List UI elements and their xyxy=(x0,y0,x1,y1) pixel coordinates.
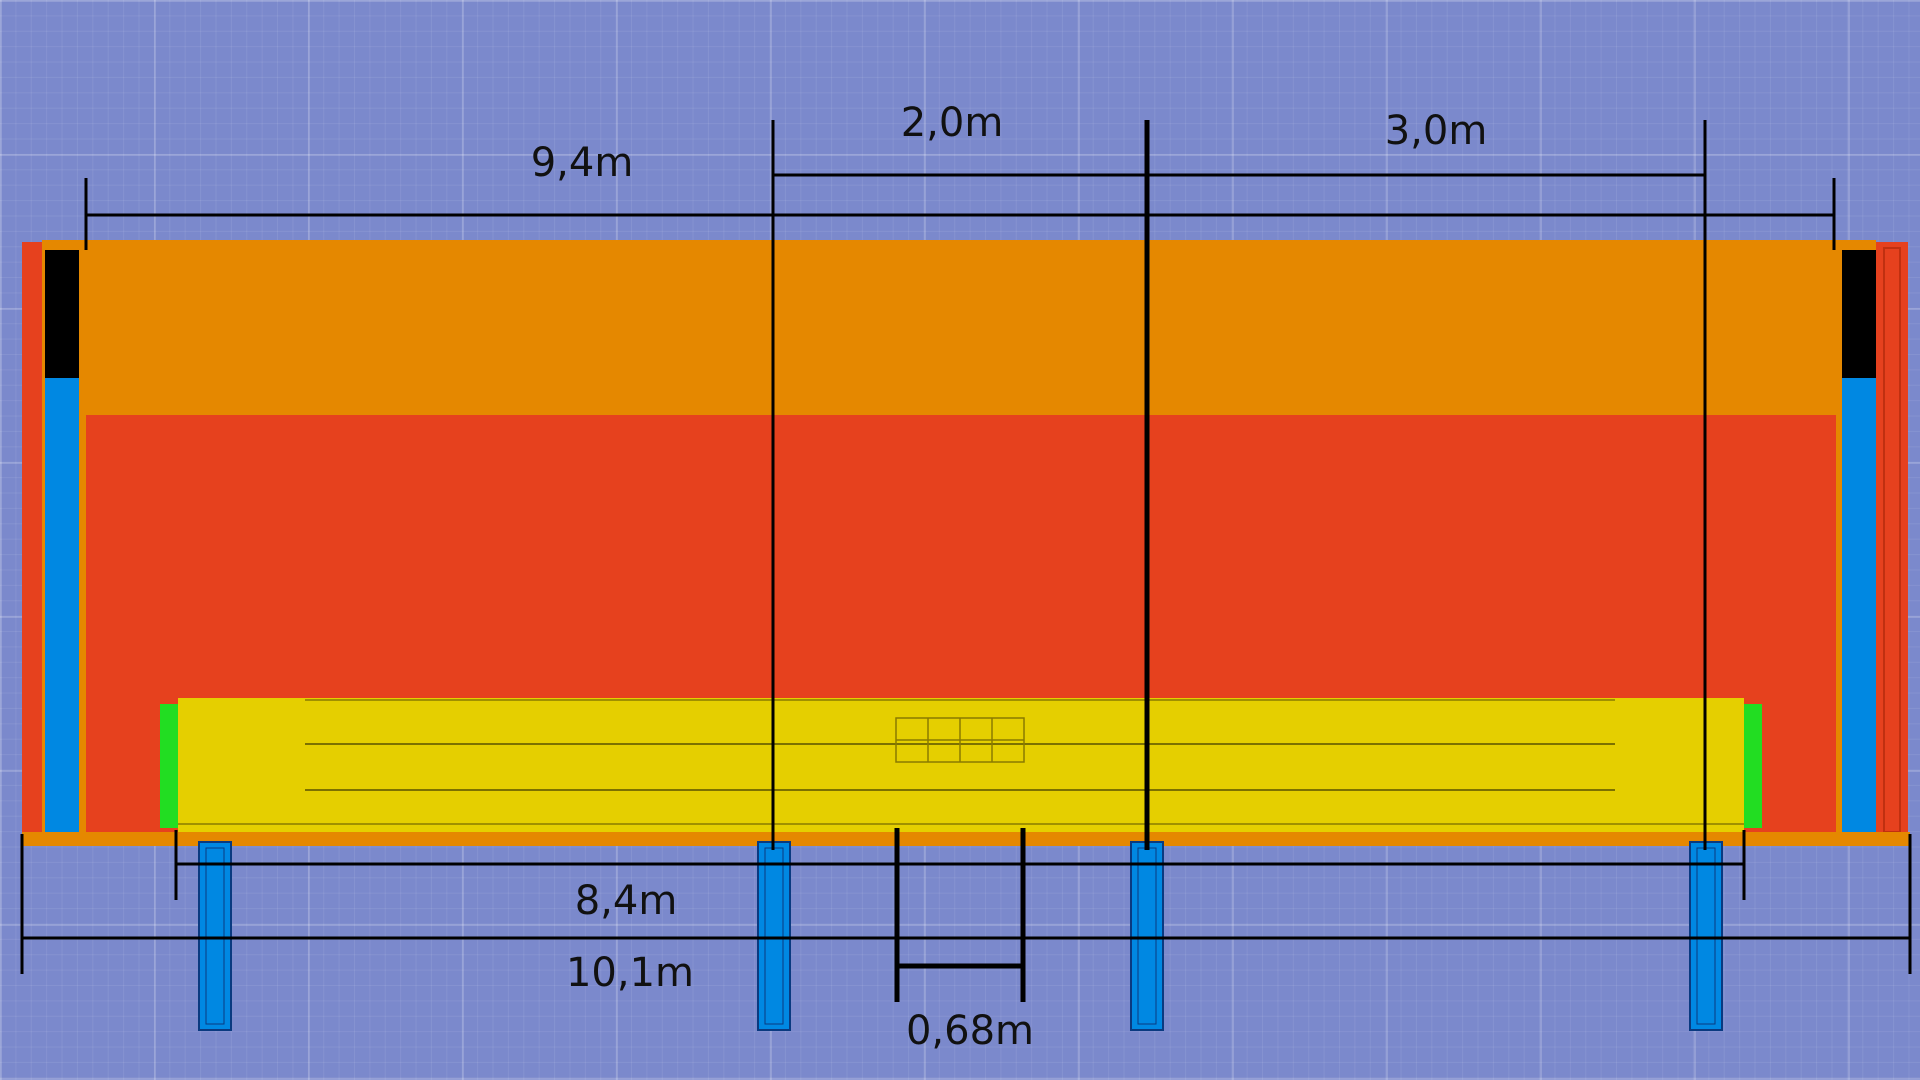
right-end-cap xyxy=(1744,704,1762,828)
post-2 xyxy=(757,841,791,1031)
dim-label-inner-length: 8,4m xyxy=(574,878,678,924)
left-side-black-block xyxy=(45,250,79,378)
upper-orange-band xyxy=(86,240,1836,415)
yellow-bar xyxy=(178,698,1744,832)
post-3 xyxy=(1130,841,1164,1031)
dim-label-span-right: 3,0m xyxy=(1384,108,1488,154)
dim-label-top-length: 9,4m xyxy=(530,140,634,186)
post-4 xyxy=(1689,841,1723,1031)
post-1 xyxy=(198,841,232,1031)
left-side-blue-column xyxy=(45,378,79,832)
right-side-blue-column xyxy=(1842,378,1876,832)
dim-label-span-left: 2,0m xyxy=(900,100,1004,146)
right-side-black-block xyxy=(1842,250,1876,378)
dim-label-overall-length: 10,1m xyxy=(565,950,695,996)
center-hatch-block xyxy=(895,717,1025,763)
left-end-cap xyxy=(160,704,178,828)
post-1-inner xyxy=(205,847,225,1025)
bottom-slab xyxy=(22,832,1910,846)
dim-label-opening-width: 0,68m xyxy=(905,1008,1035,1054)
right-side-red-strip xyxy=(1874,242,1908,834)
left-side-red-strip xyxy=(22,242,44,834)
posts xyxy=(198,841,1723,1031)
dimension-lines xyxy=(20,120,1912,1002)
